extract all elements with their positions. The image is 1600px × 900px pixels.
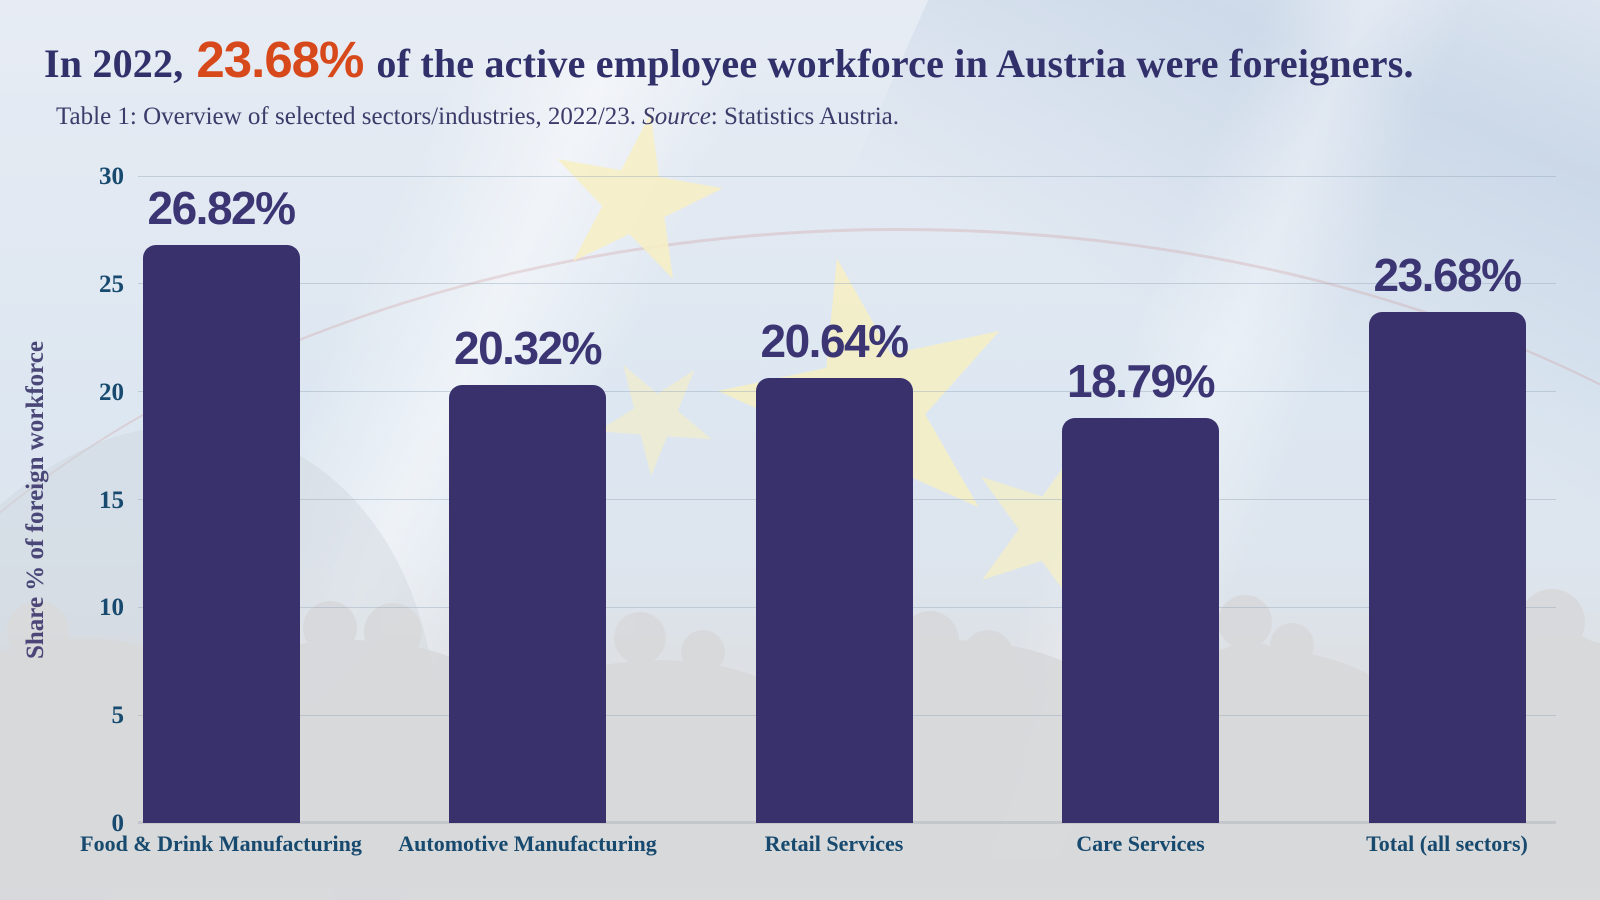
- category-label: Food & Drink Manufacturing: [80, 831, 362, 856]
- y-gridline: [138, 283, 1556, 285]
- y-tick-label: 10: [99, 594, 124, 622]
- bar-value-label: 18.79%: [1066, 354, 1216, 407]
- bar-value-label: 20.32%: [453, 321, 603, 374]
- caption-text: : Statistics Austria.: [710, 103, 899, 130]
- category-label: Automotive Manufacturing: [398, 831, 657, 856]
- bar: [755, 377, 913, 823]
- title-highlight: 23.68%: [196, 31, 364, 88]
- bar-value-label: 20.64%: [760, 314, 909, 367]
- y-tick-label: 5: [111, 702, 125, 730]
- y-gridline: [138, 175, 1556, 177]
- bar: [142, 244, 300, 823]
- bar: [1368, 312, 1526, 823]
- y-axis-title: Share % of foreign workforce: [22, 340, 49, 659]
- bar-chart: Share % of foreign workforce 0 5 10 15 20 25 3…: [22, 164, 1556, 856]
- bar-value-label: 23.68%: [1373, 249, 1522, 302]
- title-prefix: In 2022,: [44, 41, 184, 86]
- chart-caption: Table 1: Overview of selected sectors/in…: [44, 103, 1414, 131]
- header: In 2022, 23.68% of the active employee w…: [44, 30, 1414, 131]
- category-label: Care Services: [1076, 831, 1205, 856]
- category-label: Total (all sectors): [1366, 831, 1528, 856]
- bar: [449, 384, 606, 823]
- y-tick-label: 30: [99, 163, 124, 190]
- bar-value-label: 26.82%: [147, 181, 296, 234]
- title-suffix: of the active employee workforce in Aust…: [376, 41, 1414, 86]
- page-title: In 2022, 23.68% of the active employee w…: [44, 30, 1414, 89]
- y-tick-label: 20: [99, 378, 124, 406]
- caption-source-word: Source: [642, 103, 711, 130]
- caption-text: Table 1: Overview of selected sectors/in…: [56, 103, 643, 130]
- y-tick-label: 25: [99, 270, 124, 298]
- category-label: Retail Services: [764, 831, 904, 856]
- bar: [1062, 417, 1219, 823]
- y-tick-label: 15: [99, 486, 124, 514]
